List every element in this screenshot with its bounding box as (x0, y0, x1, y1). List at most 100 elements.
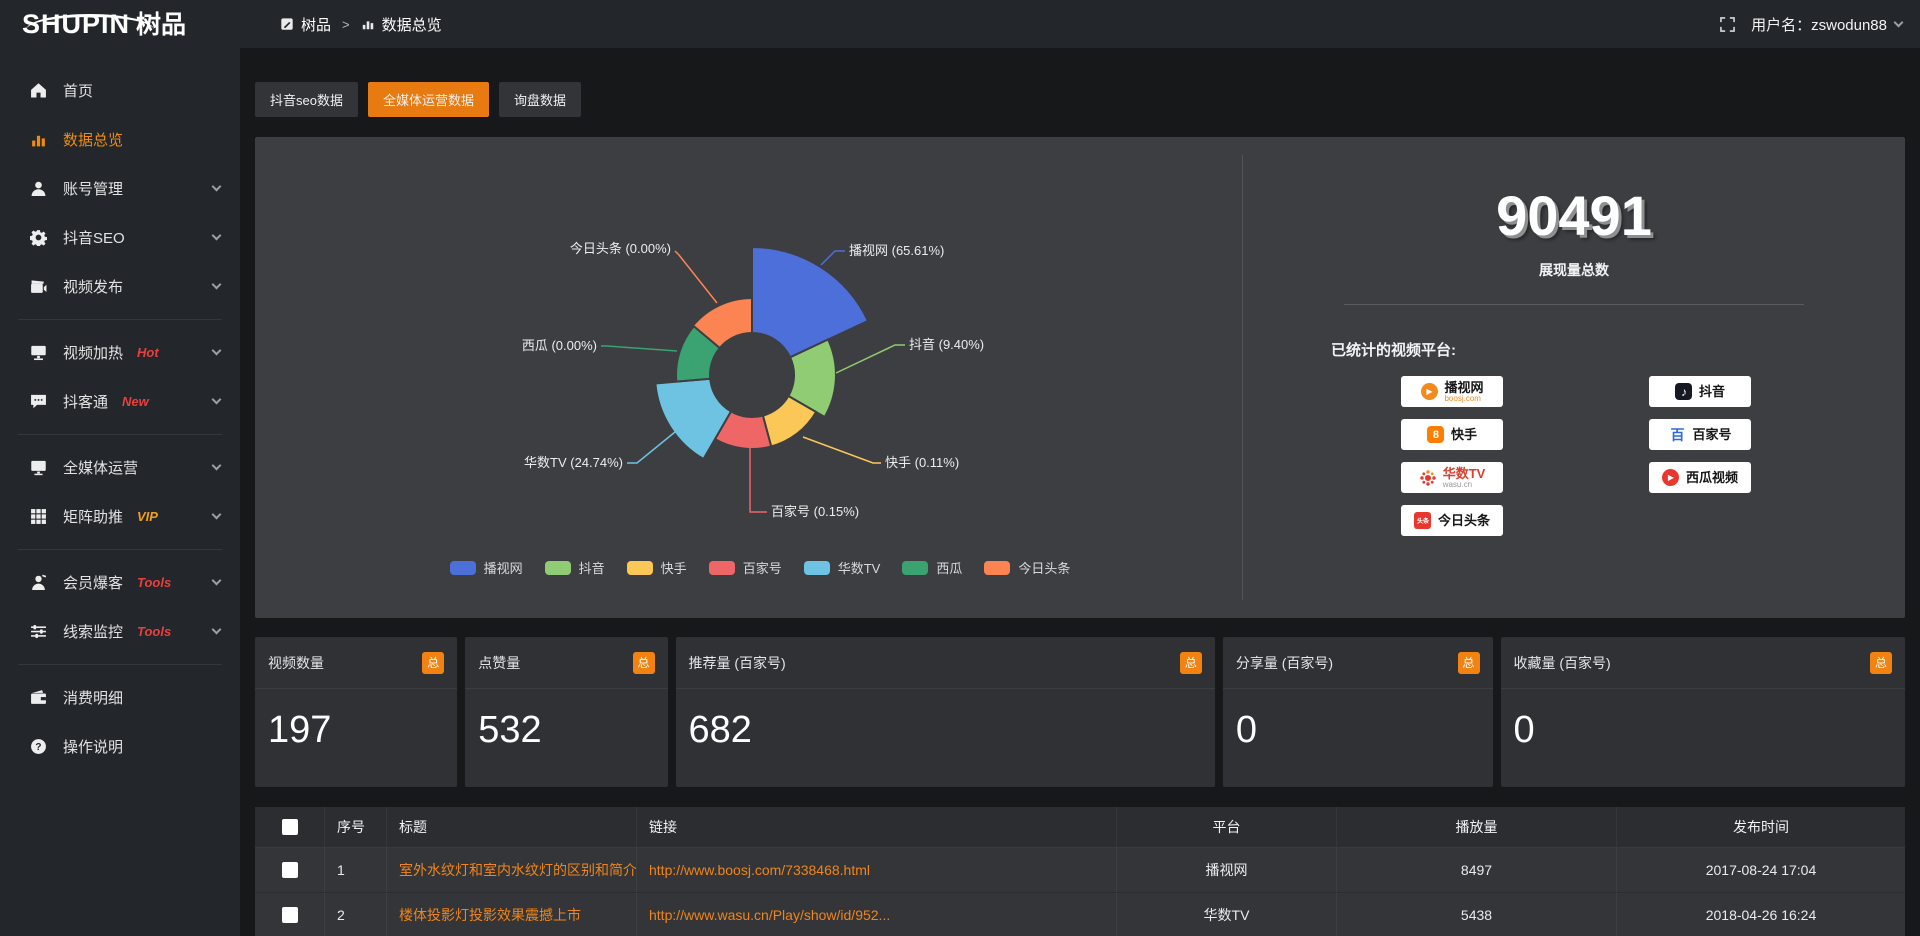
legend-item-3[interactable]: 百家号 (708, 558, 782, 577)
row-checkbox[interactable] (281, 862, 298, 878)
sidebar-item-6[interactable]: 抖客通 New (0, 377, 240, 426)
data-tabs: 抖音seo数据 全媒体运营数据 询盘数据 (255, 82, 1905, 117)
fullscreen-icon[interactable] (1720, 16, 1735, 32)
sidebar-item-label: 抖客通 (63, 394, 109, 411)
sidebar-item-9[interactable]: 会员爆客 Tools (0, 558, 240, 607)
platform-badge-column-1: ♪ 抖音百百家号 ▶ 西瓜视频 (1649, 376, 1751, 536)
sidebar-item-10[interactable]: 线索监控 Tools (0, 607, 240, 656)
row-checkbox-cell (255, 848, 325, 892)
rose-pie-chart[interactable]: 播视网 (65.61%) 抖音 (9.40%) 快手 (0.11%) 百家号 (0.1… (255, 137, 1265, 618)
tab-media-operation[interactable]: 全媒体运营数据 (367, 82, 489, 117)
sidebar-item-11[interactable]: 消费明细 (0, 673, 240, 722)
cell-no: 2 (325, 893, 387, 936)
chevron-down-icon (1893, 17, 1904, 27)
platform-badge-texts: 播视网 boosj.com (1444, 381, 1483, 403)
tab-inquiry[interactable]: 询盘数据 (498, 82, 581, 117)
toutiao-logo-icon: 头条 (1414, 512, 1432, 530)
chevron-down-icon (211, 509, 222, 520)
platform-name: 华数TV (1442, 465, 1486, 481)
platform-badge-百家号: 百百家号 (1649, 419, 1751, 450)
chevron-down-icon (211, 279, 222, 290)
sidebar-item-8[interactable]: 矩阵助推 VIP (0, 492, 240, 541)
cell-title-link[interactable]: 室外水纹灯和室内水纹灯的区别和简介 (387, 848, 637, 892)
pie-label: 今日头条 (0.00%) (570, 241, 671, 256)
sidebar-item-4[interactable]: 视频发布 (0, 262, 240, 311)
app-logo: SHUPIN 树品 (0, 10, 240, 38)
chevron-down-icon (211, 394, 222, 405)
header-no: 序号 (325, 807, 387, 847)
summary-section: 90491 展现量总数 已统计的视频平台: ▶ 播视网 boosj.com 8 快手 华数… (1243, 137, 1905, 618)
cell-plays: 8497 (1337, 848, 1617, 892)
cell-title-link[interactable]: 楼体投影灯投影效果震撼上市 (387, 893, 637, 936)
home-icon (30, 82, 47, 99)
pie-label: 百家号 (0.15%) (771, 504, 859, 519)
chevron-down-icon (211, 345, 222, 356)
legend-item-1[interactable]: 抖音 (544, 558, 605, 577)
platform-badge-西瓜视频: ▶ 西瓜视频 (1649, 462, 1751, 493)
legend-item-2[interactable]: 快手 (626, 558, 687, 577)
stat-card-title: 推荐量 (百家号) (688, 654, 786, 671)
chevron-down-icon (211, 181, 222, 192)
sidebar-item-5[interactable]: 视频加热 Hot (0, 328, 240, 377)
boosj-logo-icon: ▶ (1420, 383, 1438, 401)
sidebar-item-label: 视频加热 (63, 345, 124, 362)
platform-badge-texts: 抖音 (1699, 385, 1725, 398)
sidebar-item-1[interactable]: 数据总览 (0, 115, 240, 164)
legend-swatch (544, 560, 571, 575)
stat-card-row: 视频数量总 197 点赞量总 532 推荐量 (百家号) 总 682 分享量 (百家号) 总 0 收… (255, 637, 1905, 787)
sidebar-item-label: 线索监控 (63, 624, 124, 641)
pie-slice-4[interactable] (654, 377, 733, 461)
sidebar-item-0[interactable]: 首页 (0, 66, 240, 115)
bar-chart-icon (361, 17, 375, 31)
sidebar-item-label: 数据总览 (63, 132, 124, 149)
legend-swatch (708, 560, 735, 575)
pie-slice-6[interactable] (691, 296, 753, 350)
user-label: 用户名：zswodun88 (1751, 16, 1887, 34)
sidebar-item-badge: Hot (137, 345, 159, 360)
sidebar-item-3[interactable]: 抖音SEO (0, 213, 240, 262)
legend-item-0[interactable]: 播视网 (449, 558, 523, 577)
sidebar-item-label: 抖音SEO (63, 230, 125, 247)
sidebar-item-label: 会员爆客 (63, 575, 124, 592)
stat-card-header: 点赞量 总 (465, 637, 668, 689)
select-all-checkbox[interactable] (281, 819, 298, 835)
legend-item-5[interactable]: 西瓜 (902, 558, 962, 577)
platform-badge-华数TV: 华数TV wasu.cn (1401, 462, 1503, 493)
total-impressions-label: 展现量总数 (1539, 262, 1609, 278)
sidebar-item-label: 视频发布 (63, 279, 124, 296)
header-title: 标题 (387, 807, 637, 847)
sidebar-item-12[interactable]: ? 操作说明 (0, 722, 240, 771)
table-row-1: 2 楼体投影灯投影效果震撼上市 http://www.wasu.cn/Play/sh… (255, 893, 1905, 936)
header-time: 发布时间 (1733, 819, 1789, 835)
user-menu[interactable]: 用户名：zswodun88 (1751, 14, 1904, 35)
cell-url-link[interactable]: http://www.boosj.com/7338468.html (637, 848, 1117, 892)
sidebar-item-2[interactable]: 账号管理 (0, 164, 240, 213)
legend-label: 西瓜 (936, 561, 963, 576)
sidebar-item-label: 账号管理 (63, 181, 124, 198)
tab-douyin-seo[interactable]: 抖音seo数据 (255, 82, 358, 117)
kuaishou-logo-icon: 8 (1427, 426, 1445, 444)
sidebar-item-badge: Tools (137, 624, 172, 639)
wasu-logo-icon (1419, 469, 1437, 487)
cell-url-link[interactable]: http://www.wasu.cn/Play/show/id/952... (637, 893, 1117, 936)
pie-label-line (601, 345, 678, 352)
pie-label-line (820, 250, 845, 266)
stat-card-value: 0 (1513, 709, 1535, 751)
pie-slice-0[interactable] (751, 245, 870, 359)
pie-slice-1[interactable] (787, 338, 837, 419)
breadcrumb-root[interactable]: 树品 (301, 16, 332, 34)
legend-swatch (449, 560, 476, 575)
pie-label-line (835, 344, 905, 374)
topbar: SHUPIN 树品 树品 > 数据总览 用户名：zswodun88 (0, 0, 1920, 48)
sidebar-item-7[interactable]: 全媒体运营 (0, 443, 240, 492)
row-checkbox[interactable] (281, 907, 298, 923)
legend-label: 抖音 (578, 561, 605, 576)
stat-card-4: 收藏量 (百家号) 总 0 (1500, 637, 1905, 787)
gear-icon (30, 229, 47, 248)
legend-item-4[interactable]: 华数TV (803, 558, 880, 577)
header-platform: 平台 (1117, 807, 1337, 847)
pie-label: 快手 (0.11%) (885, 455, 959, 470)
stat-card-header: 视频数量 总 (255, 637, 458, 689)
legend-item-6[interactable]: 今日头条 (984, 558, 1070, 577)
